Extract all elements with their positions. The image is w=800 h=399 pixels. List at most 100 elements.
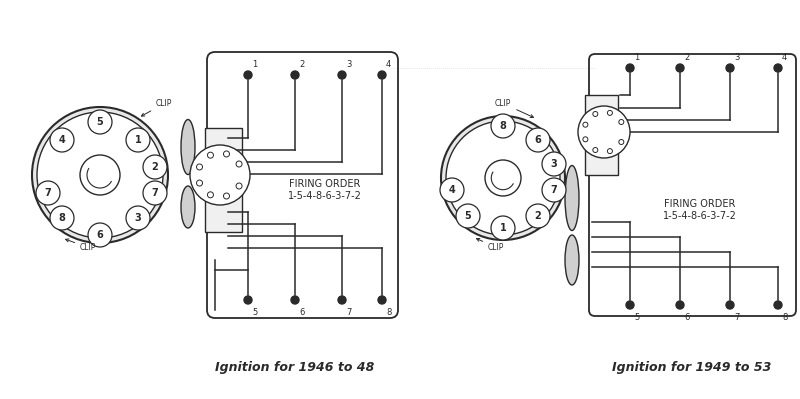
Circle shape xyxy=(291,71,299,79)
Text: 5: 5 xyxy=(97,117,103,127)
Circle shape xyxy=(244,71,252,79)
Circle shape xyxy=(207,152,214,158)
Circle shape xyxy=(143,181,167,205)
Circle shape xyxy=(143,155,167,179)
Text: 3: 3 xyxy=(346,60,351,69)
Circle shape xyxy=(593,111,598,117)
Ellipse shape xyxy=(181,119,195,174)
Circle shape xyxy=(291,296,299,304)
Circle shape xyxy=(726,64,734,72)
Circle shape xyxy=(440,178,464,202)
Circle shape xyxy=(491,114,515,138)
Circle shape xyxy=(491,216,515,240)
Text: 7: 7 xyxy=(346,308,351,317)
Text: 5: 5 xyxy=(634,313,639,322)
Circle shape xyxy=(197,164,202,170)
Text: 7: 7 xyxy=(152,188,158,198)
Text: 5: 5 xyxy=(252,308,258,317)
Text: 4: 4 xyxy=(386,60,391,69)
Circle shape xyxy=(626,301,634,309)
Text: 2: 2 xyxy=(152,162,158,172)
Circle shape xyxy=(207,192,214,198)
Ellipse shape xyxy=(565,166,579,231)
Circle shape xyxy=(446,121,560,235)
Circle shape xyxy=(456,204,480,228)
Circle shape xyxy=(50,206,74,230)
Circle shape xyxy=(542,178,566,202)
Text: 4: 4 xyxy=(58,135,66,145)
Circle shape xyxy=(223,151,230,157)
Text: 2: 2 xyxy=(534,211,542,221)
Text: 8: 8 xyxy=(386,308,391,317)
Text: 4: 4 xyxy=(449,185,455,195)
Text: 7: 7 xyxy=(734,313,739,322)
Text: CLIP: CLIP xyxy=(495,99,534,118)
Circle shape xyxy=(441,116,565,240)
Circle shape xyxy=(676,64,684,72)
Circle shape xyxy=(244,296,252,304)
Circle shape xyxy=(726,301,734,309)
Ellipse shape xyxy=(565,235,579,285)
Circle shape xyxy=(223,193,230,199)
Circle shape xyxy=(190,145,250,205)
Ellipse shape xyxy=(181,186,195,228)
Text: 7: 7 xyxy=(45,188,51,198)
Circle shape xyxy=(526,128,550,152)
Circle shape xyxy=(338,71,346,79)
Circle shape xyxy=(578,106,630,158)
Circle shape xyxy=(607,111,612,115)
Text: 8: 8 xyxy=(58,213,66,223)
Text: 2: 2 xyxy=(299,60,304,69)
Circle shape xyxy=(32,107,168,243)
Text: 2: 2 xyxy=(684,53,690,62)
Text: FIRING ORDER
1-5-4-8-6-3-7-2: FIRING ORDER 1-5-4-8-6-3-7-2 xyxy=(663,199,737,221)
Circle shape xyxy=(88,223,112,247)
Text: 5: 5 xyxy=(465,211,471,221)
Circle shape xyxy=(36,181,60,205)
Circle shape xyxy=(774,64,782,72)
Text: CLIP: CLIP xyxy=(142,99,172,116)
Text: CLIP: CLIP xyxy=(477,239,504,252)
Text: 1: 1 xyxy=(500,223,506,233)
Text: 1: 1 xyxy=(134,135,142,145)
Circle shape xyxy=(236,161,242,167)
Circle shape xyxy=(542,152,566,176)
FancyBboxPatch shape xyxy=(205,128,242,232)
Circle shape xyxy=(50,128,74,152)
Circle shape xyxy=(607,148,612,154)
Circle shape xyxy=(80,155,120,195)
Circle shape xyxy=(88,110,112,134)
Text: 1: 1 xyxy=(252,60,258,69)
Text: 8: 8 xyxy=(782,313,787,322)
Circle shape xyxy=(485,160,521,196)
Circle shape xyxy=(583,122,588,127)
Text: 7: 7 xyxy=(550,185,558,195)
Text: 6: 6 xyxy=(299,308,304,317)
Circle shape xyxy=(197,180,202,186)
Circle shape xyxy=(619,140,624,144)
Text: Ignition for 1946 to 48: Ignition for 1946 to 48 xyxy=(215,361,374,375)
Circle shape xyxy=(526,204,550,228)
Circle shape xyxy=(37,112,163,238)
Circle shape xyxy=(619,119,624,124)
Text: CLIP: CLIP xyxy=(66,239,96,252)
Text: 3: 3 xyxy=(550,159,558,169)
Text: 6: 6 xyxy=(97,230,103,240)
Circle shape xyxy=(378,71,386,79)
Circle shape xyxy=(583,137,588,142)
Text: FIRING ORDER
1-5-4-8-6-3-7-2: FIRING ORDER 1-5-4-8-6-3-7-2 xyxy=(288,179,362,201)
Text: 1: 1 xyxy=(634,53,639,62)
Circle shape xyxy=(236,183,242,189)
Circle shape xyxy=(338,296,346,304)
Circle shape xyxy=(378,296,386,304)
Text: 6: 6 xyxy=(684,313,690,322)
Text: 8: 8 xyxy=(499,121,506,131)
Circle shape xyxy=(676,301,684,309)
Text: Ignition for 1949 to 53: Ignition for 1949 to 53 xyxy=(612,361,772,375)
Circle shape xyxy=(126,128,150,152)
Circle shape xyxy=(126,206,150,230)
Circle shape xyxy=(593,148,598,152)
Text: 6: 6 xyxy=(534,135,542,145)
Text: 3: 3 xyxy=(134,213,142,223)
Circle shape xyxy=(626,64,634,72)
